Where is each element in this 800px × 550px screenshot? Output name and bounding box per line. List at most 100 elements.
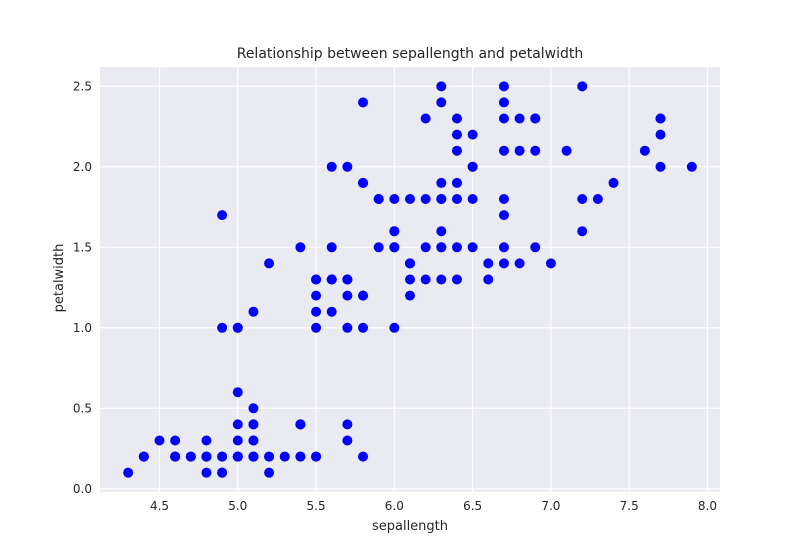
x-axis-ticks: 4.5 5.0 5.5 6.0 6.5 7.0 7.5 8.0 <box>150 499 717 513</box>
data-point <box>608 177 619 188</box>
y-tick-label: 1.0 <box>73 321 92 335</box>
y-tick-label: 2.5 <box>73 79 92 93</box>
data-point <box>530 242 541 253</box>
data-point <box>405 290 415 301</box>
y-tick-label: 0.5 <box>73 401 92 415</box>
data-point <box>358 290 369 301</box>
data-point <box>201 435 212 446</box>
data-point <box>639 145 650 156</box>
data-point <box>451 113 462 124</box>
data-point <box>436 242 447 253</box>
data-point <box>451 177 462 188</box>
y-tick-label: 2.0 <box>73 160 92 174</box>
data-point <box>655 161 666 172</box>
data-point <box>232 435 243 446</box>
data-point <box>217 322 228 333</box>
x-tick-label: 4.5 <box>150 499 169 513</box>
data-point <box>311 274 322 285</box>
data-point <box>248 451 259 462</box>
y-tick-label: 0.0 <box>73 482 92 496</box>
y-tick-label: 1.5 <box>73 240 92 254</box>
data-point <box>342 435 353 446</box>
data-point <box>295 419 306 430</box>
data-point <box>436 97 447 108</box>
data-point <box>342 274 353 285</box>
data-point <box>389 322 400 333</box>
data-point <box>232 419 243 430</box>
data-point <box>342 322 353 333</box>
data-point <box>467 194 478 205</box>
data-point <box>248 419 259 430</box>
x-tick-label: 5.5 <box>307 499 326 513</box>
x-tick-label: 7.5 <box>620 499 639 513</box>
data-point <box>420 274 431 285</box>
data-point <box>483 258 494 269</box>
data-point <box>342 290 353 301</box>
data-point <box>498 210 509 221</box>
data-point <box>405 258 415 269</box>
data-point <box>530 145 541 156</box>
x-tick-label: 8.0 <box>698 499 717 513</box>
data-point <box>483 274 494 285</box>
data-point <box>232 387 243 398</box>
data-point <box>138 451 149 462</box>
data-point <box>170 435 181 446</box>
data-point <box>311 451 322 462</box>
data-point <box>467 242 478 253</box>
data-point <box>451 242 462 253</box>
data-point <box>373 242 384 253</box>
data-point <box>498 258 509 269</box>
data-point <box>248 306 259 317</box>
x-axis-label: sepallength <box>372 519 448 534</box>
data-point <box>123 467 134 478</box>
data-point <box>358 322 369 333</box>
data-point <box>170 451 181 462</box>
data-point <box>498 145 509 156</box>
data-point <box>295 242 306 253</box>
data-point <box>514 113 525 124</box>
data-point <box>326 242 337 253</box>
data-point <box>389 226 400 237</box>
data-point <box>326 161 337 172</box>
data-point <box>358 97 369 108</box>
data-point <box>436 81 447 92</box>
data-point <box>467 129 478 140</box>
data-point <box>185 451 196 462</box>
data-point <box>358 177 369 188</box>
data-point <box>420 113 431 124</box>
data-point <box>248 403 259 414</box>
data-point <box>201 467 212 478</box>
data-point <box>373 194 384 205</box>
data-point <box>264 258 275 269</box>
data-point <box>358 451 369 462</box>
data-point <box>686 161 697 172</box>
data-point <box>232 451 243 462</box>
data-point <box>389 194 400 205</box>
x-tick-label: 6.5 <box>463 499 482 513</box>
data-point <box>592 194 603 205</box>
data-point <box>326 306 337 317</box>
data-point <box>467 161 478 172</box>
data-point <box>295 451 306 462</box>
x-tick-label: 6.0 <box>385 499 404 513</box>
data-point <box>342 419 353 430</box>
data-point <box>530 113 541 124</box>
data-point <box>577 226 588 237</box>
data-point <box>342 161 353 172</box>
data-point <box>311 290 322 301</box>
data-point <box>201 451 212 462</box>
data-point <box>311 322 322 333</box>
data-point <box>436 226 447 237</box>
data-point <box>436 194 447 205</box>
data-point <box>498 81 509 92</box>
data-point <box>248 435 259 446</box>
y-axis-ticks: 0.0 0.5 1.0 1.5 2.0 2.5 <box>73 79 92 495</box>
data-point <box>498 113 509 124</box>
data-points <box>123 81 697 478</box>
data-point <box>514 145 525 156</box>
data-point <box>217 210 228 221</box>
x-tick-label: 5.0 <box>228 499 247 513</box>
data-point <box>498 242 509 253</box>
data-point <box>232 322 243 333</box>
data-point <box>561 145 572 156</box>
